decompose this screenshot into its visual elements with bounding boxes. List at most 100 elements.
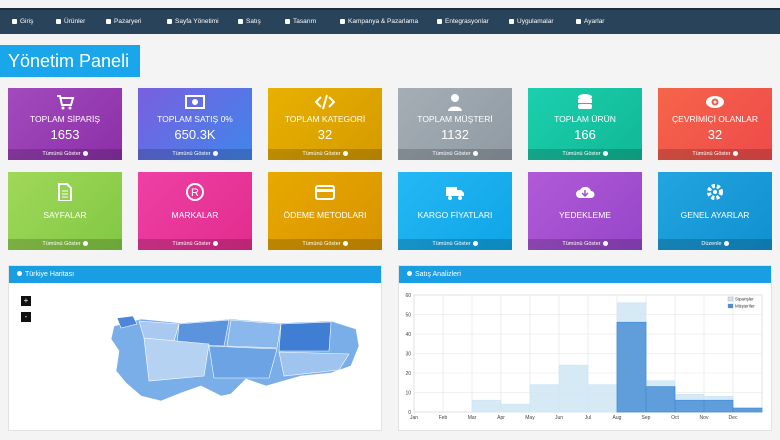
nav-item[interactable]: Sayfa Yönetimi (167, 18, 219, 25)
legend-swatch (727, 296, 734, 302)
svg-text:R: R (191, 187, 199, 199)
stat-card: TOPLAM SATIŞ 0% 650.3K Tümünü Göster (138, 88, 252, 160)
card-icon (578, 94, 592, 109)
y-tick-label: 30 (405, 352, 411, 358)
bar (616, 321, 647, 413)
legend-swatch (727, 303, 734, 309)
x-tick-label: Jun (555, 415, 563, 421)
map-region (278, 351, 350, 377)
x-tick-label: Jan (410, 415, 418, 421)
card-icon (576, 186, 595, 198)
stat-card: ÇEVRİMİÇİ OLANLAR 32 Tümünü Göster (658, 88, 772, 160)
bar (732, 407, 763, 413)
stat-card: TOPLAM ÜRÜN 166 Tümünü Göster (528, 88, 642, 160)
stat-card: TOPLAM MÜŞTERİ 1132 Tümünü Göster (398, 88, 512, 160)
stat-card: R MARKALAR Tümünü Göster (138, 172, 252, 250)
card-link[interactable]: Tümünü Göster (268, 239, 382, 250)
x-tick-label: Dec (729, 415, 738, 421)
nav-item[interactable]: Giriş (12, 18, 33, 25)
bar (471, 399, 502, 413)
card-icon (58, 183, 72, 201)
arrow-icon (472, 150, 478, 156)
stat-card: ÖDEME METODLARI Tümünü Göster (268, 172, 382, 250)
arrow-icon (212, 150, 218, 156)
card-value: 650.3K (174, 127, 216, 142)
arrow-icon (732, 150, 738, 156)
map-region (176, 319, 230, 347)
card-value: 1653 (50, 127, 80, 142)
x-tick-label: Aug (613, 415, 622, 421)
bar (645, 386, 676, 413)
card-title: SAYFALAR (43, 210, 87, 220)
arrow-icon (82, 240, 88, 246)
nav-item[interactable]: Ürünler (56, 18, 85, 25)
card-icon: R (186, 183, 204, 201)
panel-title: Satış Analizleri (399, 266, 771, 283)
card-link[interactable]: Tümünü Göster (658, 149, 772, 160)
card-title: ÖDEME METODLARI (283, 210, 367, 220)
y-tick-label: 10 (405, 391, 411, 397)
nav-item[interactable]: Uygulamalar (509, 18, 554, 25)
card-title: TOPLAM SİPARİŞ (29, 114, 101, 124)
zoom-in-button[interactable]: + (21, 296, 31, 306)
card-title: YEDEKLEME (559, 210, 611, 220)
stat-card: GENEL AYARLAR Düzenle (658, 172, 772, 250)
card-title: TOPLAM SATIŞ 0% (157, 114, 233, 124)
stat-card: SAYFALAR Tümünü Göster (8, 172, 122, 250)
stat-card: TOPLAM SİPARİŞ 1653 Tümünü Göster (8, 88, 122, 160)
card-icon (446, 187, 464, 200)
nav-item[interactable]: Ayarlar (576, 18, 604, 25)
nav-item[interactable]: Kampanya & Pazarlama (340, 18, 418, 25)
card-link[interactable]: Tümünü Göster (398, 149, 512, 160)
x-tick-label: Apr (497, 415, 505, 421)
card-link[interactable]: Tümünü Göster (8, 239, 122, 250)
bar (500, 403, 531, 413)
y-tick-label: 20 (405, 371, 411, 377)
nav-item[interactable]: Pazaryeri (106, 18, 141, 25)
nav-item[interactable]: Entegrasyonlar (437, 18, 489, 25)
card-link[interactable]: Tümünü Göster (268, 149, 382, 160)
map-region (208, 345, 278, 379)
nav-item[interactable]: Tasarım (285, 18, 316, 25)
card-link[interactable]: Tümünü Göster (8, 149, 122, 160)
arrow-icon (472, 240, 478, 246)
card-title: ÇEVRİMİÇİ OLANLAR (672, 114, 758, 124)
card-value: 32 (707, 127, 723, 142)
y-tick-label: 0 (408, 410, 411, 416)
card-icon (315, 94, 335, 110)
arrow-icon (602, 150, 608, 156)
card-icon (315, 185, 335, 200)
x-tick-label: May (525, 415, 535, 421)
bar (674, 399, 705, 413)
map-region (143, 337, 210, 382)
card-icon (706, 96, 724, 108)
card-link[interactable]: Tümünü Göster (528, 149, 642, 160)
x-tick-label: Nov (700, 415, 709, 421)
card-link[interactable]: Tümünü Göster (398, 239, 512, 250)
nav-item[interactable]: Satış (238, 18, 261, 25)
card-value: 166 (574, 127, 596, 142)
y-tick-label: 60 (405, 293, 411, 299)
map-region (226, 319, 282, 349)
arrow-icon (82, 150, 88, 156)
card-title: KARGO FİYATLARI (417, 210, 493, 220)
card-icon (707, 184, 723, 200)
legend-label: Müşteriler (735, 304, 755, 309)
card-link[interactable]: Düzenle (658, 239, 772, 250)
zoom-out-button[interactable]: - (21, 312, 31, 322)
bar (558, 364, 589, 413)
bar (587, 384, 618, 413)
card-link[interactable]: Tümünü Göster (138, 149, 252, 160)
panel-title: Türkiye Haritası (9, 266, 381, 283)
card-title: GENEL AYARLAR (680, 210, 750, 220)
x-tick-label: Sep (642, 415, 651, 421)
card-link[interactable]: Tümünü Göster (528, 239, 642, 250)
navbar: Giriş Ürünler Pazaryeri Sayfa Yönetimi Satış… (0, 8, 780, 34)
card-value: 1132 (441, 127, 469, 142)
x-tick-label: Feb (439, 415, 448, 421)
bar (529, 384, 560, 413)
arrow-icon (342, 240, 348, 246)
card-link[interactable]: Tümünü Göster (138, 239, 252, 250)
